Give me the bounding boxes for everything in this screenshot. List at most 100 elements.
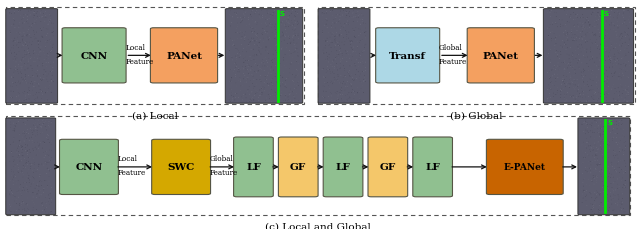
Point — [15, 34, 25, 37]
Point — [47, 49, 57, 53]
Point — [600, 73, 610, 76]
Point — [595, 134, 605, 138]
Point — [340, 89, 350, 93]
Point — [20, 74, 31, 77]
Point — [335, 29, 346, 33]
Point — [336, 98, 346, 101]
Point — [30, 127, 40, 131]
Point — [584, 21, 594, 25]
Point — [8, 76, 19, 80]
Point — [22, 21, 32, 24]
Point — [581, 191, 591, 195]
Point — [611, 202, 621, 205]
Point — [609, 72, 620, 75]
Point — [226, 77, 236, 80]
Point — [20, 209, 30, 213]
Point — [43, 73, 53, 76]
Point — [36, 28, 46, 31]
Point — [348, 28, 358, 31]
Point — [30, 99, 40, 103]
Point — [572, 36, 582, 40]
Point — [232, 85, 242, 89]
Point — [545, 81, 556, 85]
Point — [280, 9, 291, 13]
Point — [352, 99, 362, 103]
Point — [614, 187, 624, 191]
Point — [605, 131, 616, 135]
Point — [598, 118, 608, 122]
Point — [623, 45, 634, 48]
Point — [595, 209, 605, 213]
Point — [319, 13, 329, 16]
Point — [597, 74, 607, 77]
Point — [608, 191, 618, 195]
Point — [612, 15, 622, 19]
FancyBboxPatch shape — [543, 10, 634, 104]
Point — [19, 32, 29, 35]
Point — [609, 156, 620, 160]
Point — [228, 44, 239, 47]
Point — [617, 23, 627, 26]
Point — [618, 72, 628, 76]
Point — [611, 36, 621, 40]
Point — [559, 74, 569, 78]
Point — [588, 93, 598, 97]
Point — [10, 124, 20, 128]
Point — [22, 45, 32, 48]
Point — [249, 58, 259, 62]
Point — [328, 67, 339, 71]
Point — [291, 21, 301, 25]
Point — [591, 65, 602, 68]
Point — [253, 78, 264, 82]
Point — [275, 50, 285, 54]
Point — [273, 94, 284, 98]
Point — [607, 76, 618, 79]
Point — [17, 145, 27, 149]
Point — [262, 74, 273, 78]
Point — [286, 64, 296, 67]
Point — [253, 45, 263, 48]
Point — [589, 183, 599, 186]
Point — [618, 17, 628, 20]
Point — [260, 86, 270, 90]
Point — [318, 85, 328, 88]
Point — [35, 132, 45, 135]
Point — [44, 23, 54, 27]
Point — [29, 83, 40, 86]
Point — [571, 15, 581, 19]
Point — [5, 119, 15, 122]
Point — [12, 122, 22, 126]
Point — [609, 127, 619, 131]
Point — [253, 11, 264, 15]
Point — [346, 44, 356, 47]
Point — [589, 206, 599, 210]
Point — [596, 65, 607, 69]
Point — [26, 10, 36, 13]
Point — [5, 188, 15, 192]
Point — [45, 125, 55, 129]
Point — [353, 65, 364, 69]
Point — [6, 51, 17, 55]
Point — [45, 210, 56, 214]
Point — [263, 36, 273, 40]
Point — [8, 137, 19, 141]
FancyBboxPatch shape — [60, 140, 118, 195]
Point — [604, 175, 614, 179]
Point — [224, 98, 234, 102]
Point — [342, 14, 352, 18]
Point — [254, 13, 264, 17]
Point — [227, 91, 237, 95]
Point — [336, 61, 346, 64]
Point — [253, 90, 263, 94]
Point — [620, 210, 630, 214]
Point — [358, 51, 368, 55]
Point — [271, 45, 281, 48]
Point — [22, 207, 33, 210]
Point — [22, 150, 33, 153]
Point — [605, 59, 615, 63]
Point — [8, 170, 19, 174]
Point — [22, 172, 33, 175]
Point — [20, 41, 31, 45]
Point — [262, 50, 273, 54]
Point — [324, 57, 334, 60]
